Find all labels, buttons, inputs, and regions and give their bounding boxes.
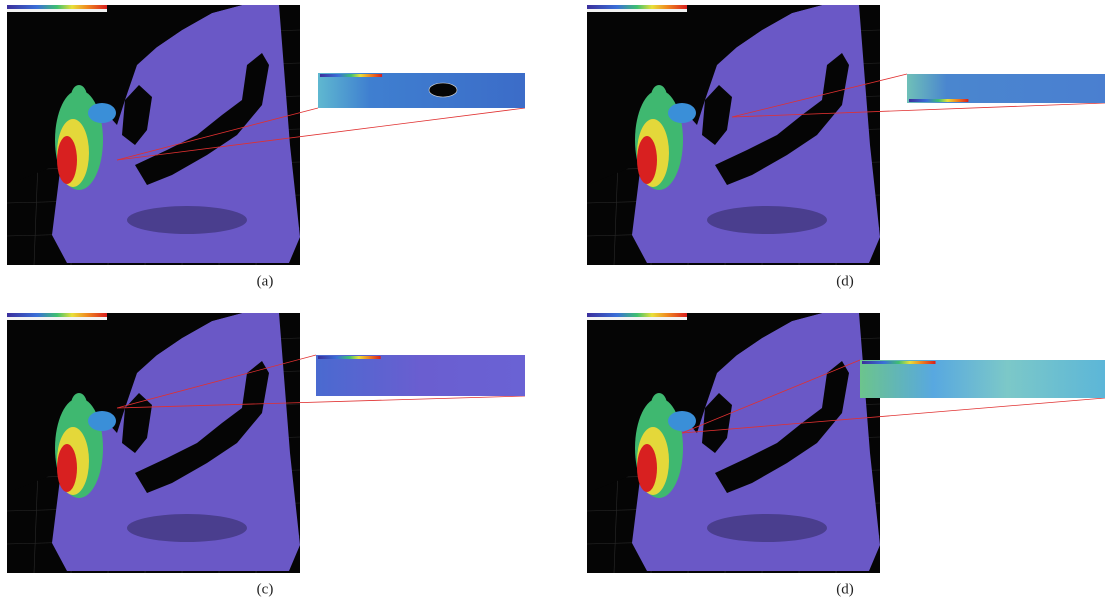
map-panel <box>7 313 300 573</box>
cloud-gap <box>707 206 827 234</box>
coastal-red <box>57 136 77 184</box>
coastal-green <box>651 393 667 417</box>
coastal-red <box>57 444 77 492</box>
coastal-blue <box>88 103 116 123</box>
inset-image <box>316 355 525 396</box>
inset-colorbar <box>318 356 381 359</box>
inset-image <box>318 73 525 108</box>
coastal-blue <box>88 411 116 431</box>
colorbar <box>587 313 687 317</box>
coastal-red <box>637 136 657 184</box>
inset-colorbar <box>862 361 936 364</box>
coastal-blue <box>668 411 696 431</box>
map-panel <box>587 5 880 265</box>
colorbar-base <box>587 9 687 12</box>
panel-caption: (a) <box>257 273 274 289</box>
coastal-blue <box>668 103 696 123</box>
map-panel <box>587 313 880 573</box>
cloud-gap <box>707 514 827 542</box>
cloud-gap <box>127 206 247 234</box>
colorbar-base <box>587 317 687 320</box>
inset-land <box>429 83 457 97</box>
figure: (a) (d) (c) (d) <box>0 0 1105 605</box>
coastal-green <box>71 85 87 109</box>
inset-colorbar <box>909 99 968 102</box>
inset-image <box>860 360 1105 398</box>
panel-caption: (c) <box>257 581 274 597</box>
panel-caption: (d) <box>836 581 854 597</box>
colorbar <box>587 5 687 9</box>
colorbar <box>7 313 107 317</box>
coastal-red <box>637 444 657 492</box>
cloud-gap <box>127 514 247 542</box>
map-panel <box>7 5 300 265</box>
panel-caption: (d) <box>836 273 854 289</box>
colorbar-base <box>7 9 107 12</box>
inset-image <box>907 74 1105 103</box>
colorbar-base <box>7 317 107 320</box>
coastal-green <box>71 393 87 417</box>
coastal-green <box>651 85 667 109</box>
colorbar <box>7 5 107 9</box>
inset-colorbar <box>320 74 382 77</box>
